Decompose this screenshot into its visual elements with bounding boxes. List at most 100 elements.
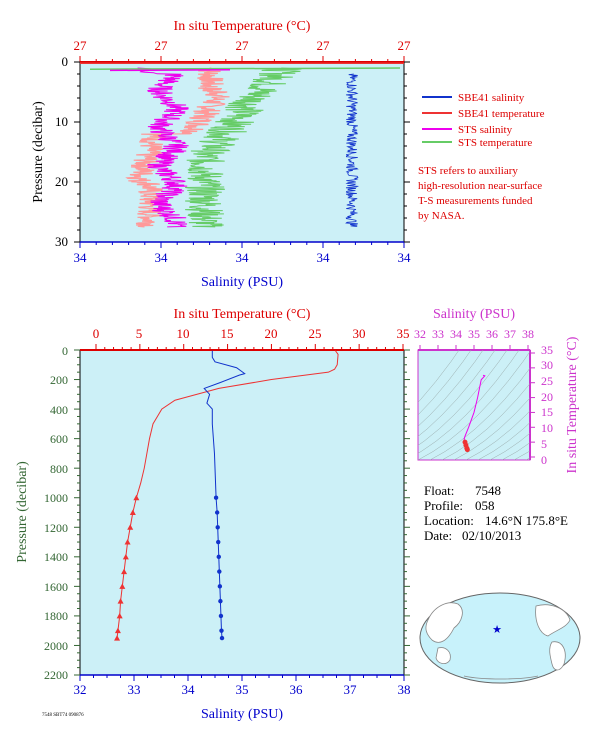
sbe41-salinity-marker: [217, 569, 222, 574]
sbe41-salinity-marker: [219, 628, 224, 633]
ts-sal-tick: 38: [522, 327, 534, 341]
top-temperature-axis-title: In situ Temperature (°C): [174, 19, 311, 34]
main-pressure-tick: 800: [50, 462, 68, 476]
sts-temperature-line: [185, 67, 302, 228]
density-contour-line: [525, 457, 530, 460]
ts-trace: [462, 374, 486, 453]
top-sal-tick: 34: [398, 250, 412, 265]
ts-temp-tick: 35: [541, 343, 553, 357]
ts-temp-tick: 20: [541, 390, 553, 404]
main-plot-area: [79, 349, 405, 676]
main-profile-traces: [114, 350, 339, 641]
density-contour-line: [418, 350, 496, 437]
top-profile-traces: [80, 62, 404, 228]
density-contour-line: [586, 340, 601, 460]
main-pressure-tick: 1800: [44, 609, 68, 623]
sbe41-salinity-marker: [217, 584, 223, 589]
map-land-south-america: [549, 641, 566, 671]
top-sal-tick: 34: [317, 250, 331, 265]
ts-temperature-tick-labels: 0 5 10 15 20 25 30 35: [541, 343, 553, 467]
ts-deep-marker: [464, 447, 470, 453]
top-pressure-tick: 10: [55, 114, 68, 129]
map-land-antarctica: [463, 675, 539, 680]
top-temperature-tick-labels: 27 27 27 27 27: [74, 38, 412, 53]
top-pressure-tick: 30: [55, 234, 68, 249]
ts-salinity-tick-labels: 32 33 34 35 36 37 38: [414, 327, 534, 341]
sbe41-salinity-marker: [213, 495, 219, 500]
sbe41-temperature-marker: [124, 539, 131, 545]
ts-plot-area: [417, 349, 531, 461]
main-temp-tick: 10: [177, 326, 190, 341]
main-pressure-tick: 0: [62, 344, 68, 358]
main-tick-marks: [74, 344, 410, 681]
sbe41-temperature-marker: [114, 635, 121, 641]
map-land-north-america: [535, 604, 571, 637]
main-pressure-tick: 1600: [44, 580, 68, 594]
main-temp-tick: 15: [221, 326, 234, 341]
sbe41-temperature-marker: [122, 553, 129, 560]
main-pressure-axis-title: Pressure (decibar): [15, 461, 30, 563]
main-pressure-tick: 1200: [44, 521, 68, 535]
density-contour-line: [418, 350, 484, 427]
note-line: by NASA.: [418, 210, 465, 222]
density-contour-line: [418, 350, 460, 403]
sbe41-temperature-marker: [119, 583, 126, 589]
sts-salinity-line: [137, 67, 189, 228]
sts-note: STS refers to auxiliary high-resolution …: [418, 165, 542, 222]
top-panel: In situ Temperature (°C) 27 27 27 27 27 …: [31, 19, 411, 290]
ts-sal-tick: 33: [432, 327, 444, 341]
sbe41-salinity-marker: [214, 510, 220, 515]
ts-temp-tick: 5: [541, 437, 547, 451]
top-sal-tick: 34: [236, 250, 250, 265]
main-temperature-tick-labels: 0 5 10 15 20 25 30 35: [93, 326, 410, 341]
density-contour-line: [465, 410, 530, 460]
footer-code: 7548 SBT74 090876: [42, 713, 84, 718]
density-contour-line: [429, 367, 530, 460]
main-temperature-axis-title: In situ Temperature (°C): [174, 307, 311, 322]
sbe41-salinity-near-surface-line: [345, 73, 360, 227]
map-land-asia: [425, 602, 463, 643]
sbe41-salinity-marker: [218, 613, 224, 619]
top-temp-tick: 27: [398, 38, 412, 53]
main-pressure-tick: 400: [50, 403, 68, 417]
main-sal-tick: 36: [290, 682, 304, 697]
location-label: Location:: [424, 513, 474, 528]
density-contour-line: [418, 350, 472, 416]
ts-temp-tick: 0: [541, 453, 547, 467]
ts-sal-tick: 32: [414, 327, 426, 341]
sbe41-temperature-marker: [121, 568, 128, 575]
sbe41-salinity-marker: [215, 525, 220, 530]
main-salinity-axis-title: Salinity (PSU): [201, 707, 283, 722]
sts-salinity-surface-spike: [109, 69, 231, 72]
legend-label: SBE41 temperature: [458, 108, 545, 120]
sts-temperature-surface-spike: [89, 67, 401, 70]
sbe41-salinity-marker: [216, 539, 221, 545]
top-plot-area: [79, 61, 405, 243]
ts-sal-tick: 37: [504, 327, 516, 341]
main-sal-tick: 35: [236, 682, 249, 697]
date-label: Date:: [424, 528, 452, 543]
sbe41-temperature-marker: [117, 598, 124, 604]
density-contours: [418, 340, 601, 460]
sbe41-temperature-marker: [116, 612, 123, 619]
note-line: high-resolution near-surface: [418, 180, 542, 192]
world-map: ★: [419, 592, 581, 684]
top-sal-tick: 34: [155, 250, 169, 265]
density-contour-line: [418, 350, 508, 446]
sbe41-salinity-line: [203, 350, 246, 639]
density-contour-line: [441, 383, 530, 460]
ts-salinity-axis-title: Salinity (PSU): [433, 307, 515, 322]
top-pressure-tick: 0: [62, 54, 69, 69]
note-line: STS refers to auxiliary: [418, 165, 518, 177]
float-value: 7548: [475, 483, 501, 498]
main-sal-tick: 33: [128, 682, 141, 697]
legend: SBE41 salinity SBE41 temperature STS sal…: [422, 92, 545, 149]
ts-temperature-axis-title: In situ Temperature (°C): [565, 336, 580, 473]
density-contour-line: [501, 442, 530, 460]
main-pressure-tick: 1000: [44, 491, 68, 505]
ts-temp-tick: 25: [541, 374, 553, 388]
main-temp-tick: 20: [265, 326, 278, 341]
density-contour-line: [513, 450, 530, 460]
density-contour-line: [418, 351, 530, 460]
ts-sal-tick: 36: [486, 327, 498, 341]
